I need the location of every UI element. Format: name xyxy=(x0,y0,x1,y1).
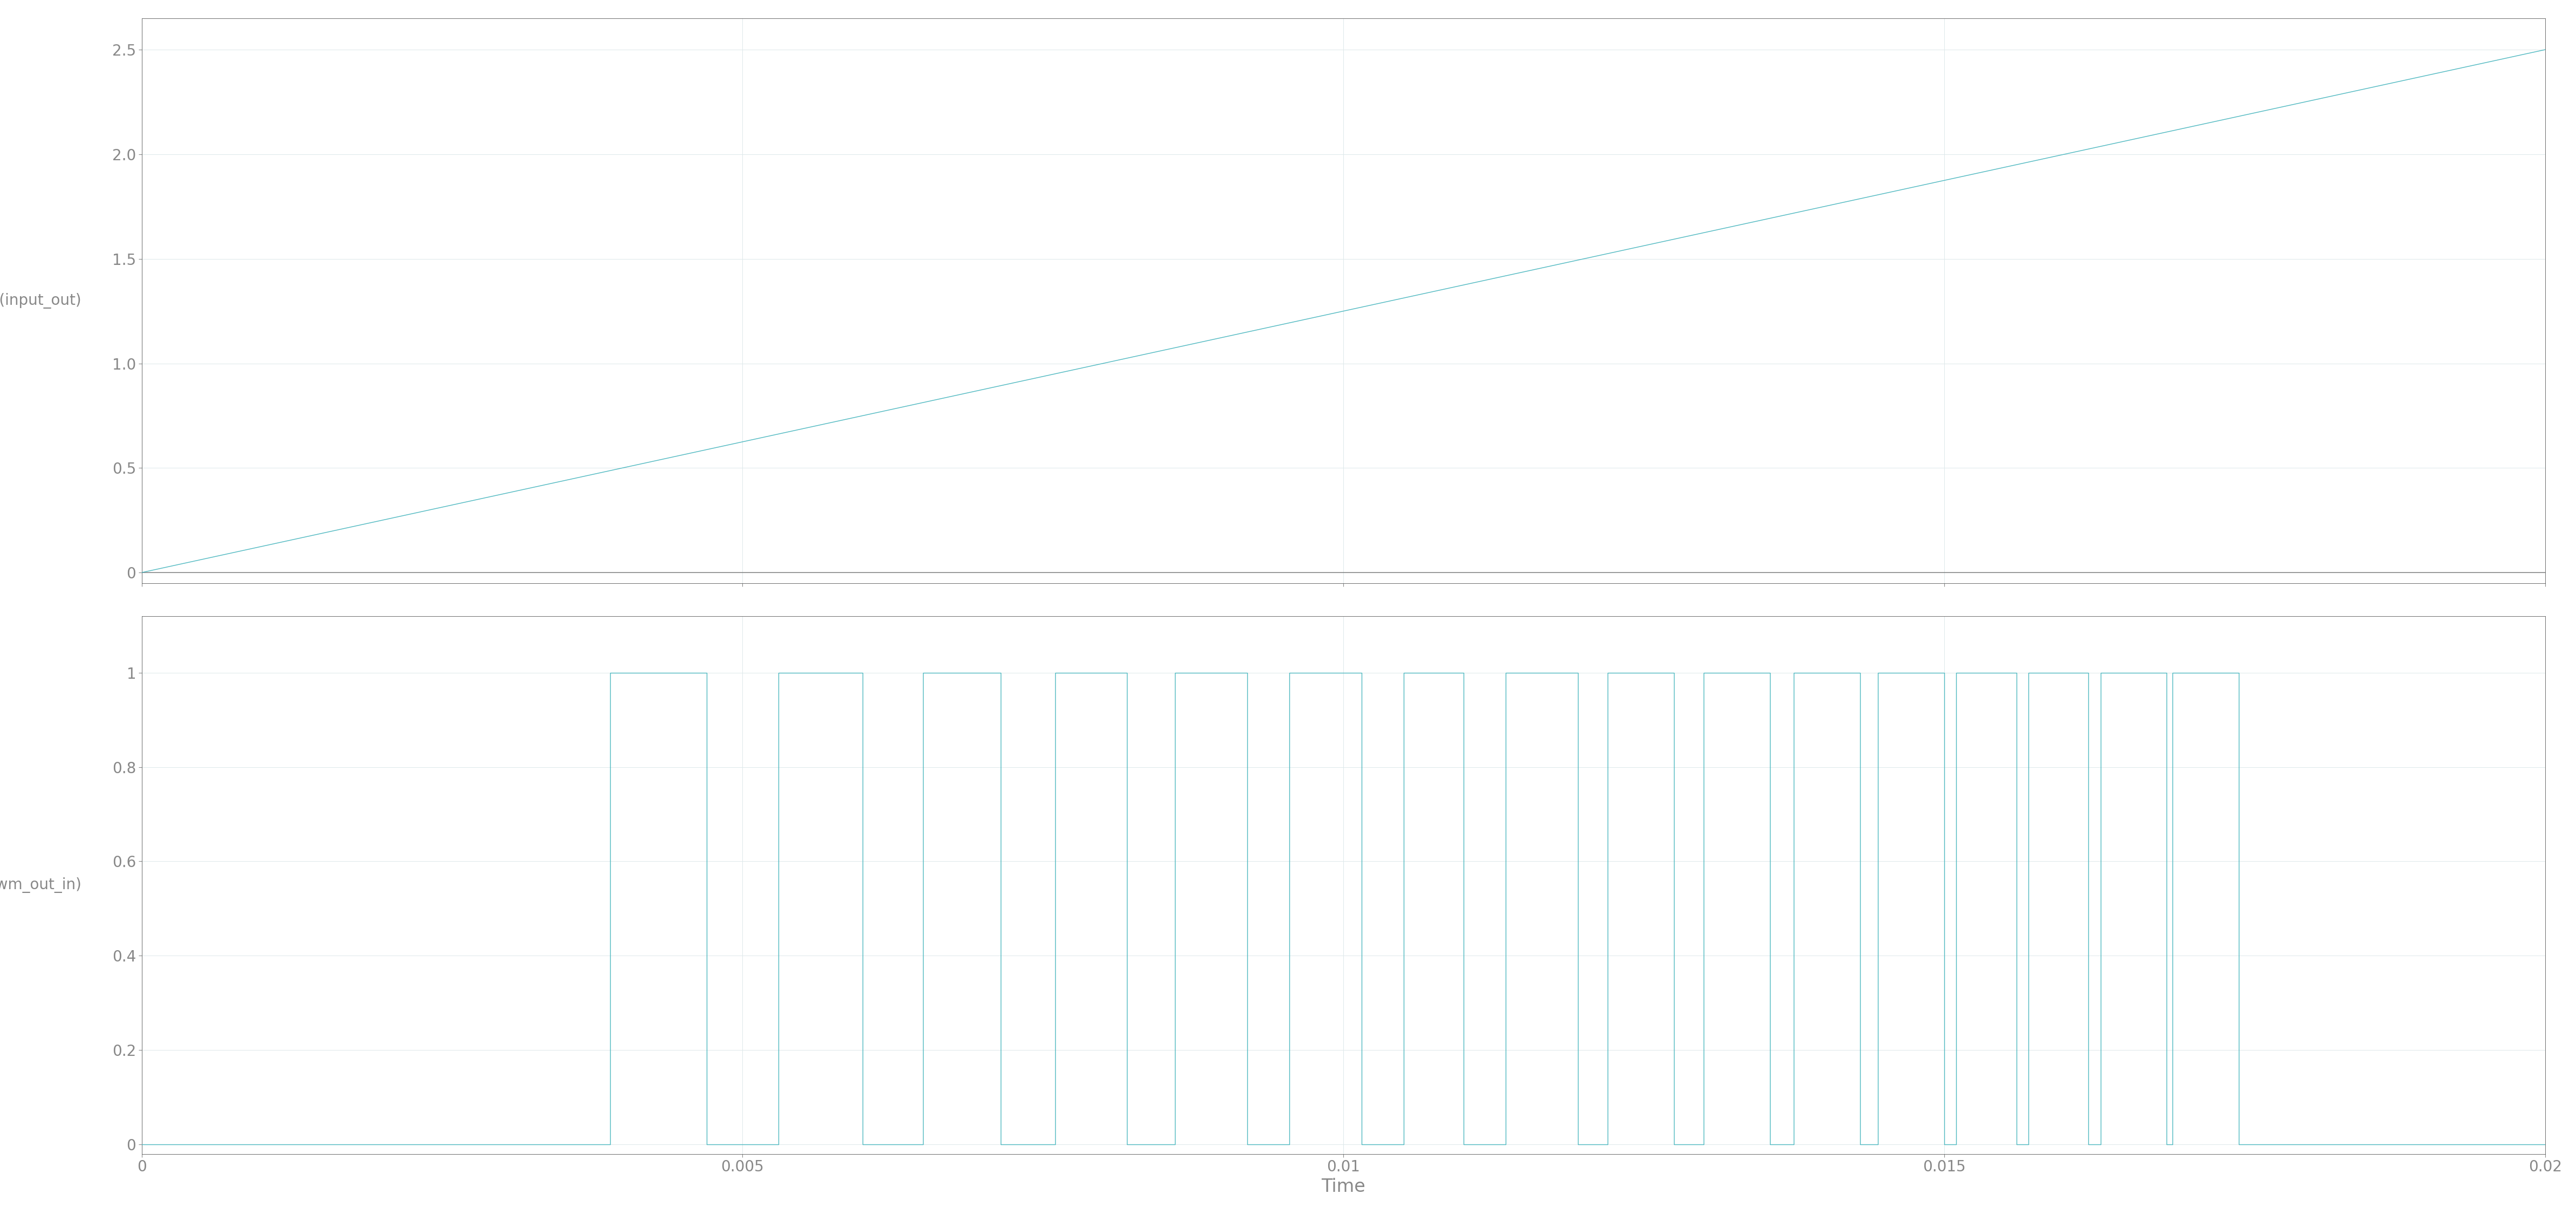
X-axis label: Time: Time xyxy=(1321,1177,1365,1195)
Y-axis label: v(pwm_out_in): v(pwm_out_in) xyxy=(0,877,82,893)
Y-axis label: v(input_out): v(input_out) xyxy=(0,293,82,309)
